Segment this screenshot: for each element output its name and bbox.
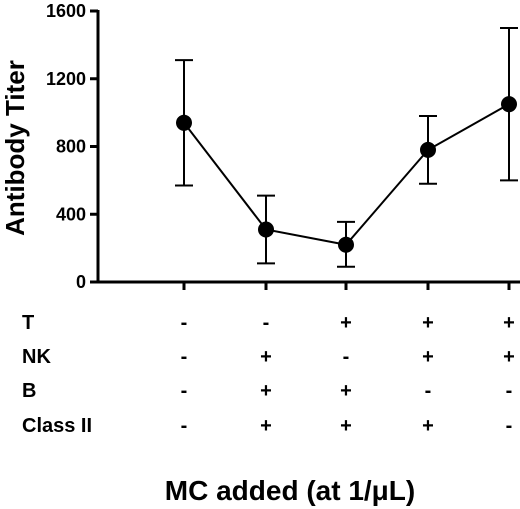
y-tick-label: 400: [56, 204, 86, 224]
condition-sign: +: [503, 346, 515, 368]
data-points: [176, 96, 517, 253]
data-point: [420, 141, 436, 158]
data-point: [338, 236, 354, 253]
condition-sign: -: [506, 415, 513, 437]
condition-sign: +: [340, 312, 352, 334]
condition-sign: +: [260, 415, 272, 437]
condition-sign: +: [340, 380, 352, 402]
condition-sign: +: [260, 346, 272, 368]
condition-sign: -: [506, 380, 513, 402]
y-axis-title: Antibody Titer: [0, 60, 30, 236]
x-axis-title: MC added (at 1/μL): [165, 475, 415, 506]
condition-table: T - - + + + NK - + - + + B - + + - - Class II - + + + -: [22, 312, 515, 437]
y-tick-label: 1600: [46, 1, 86, 21]
y-axis: 0 400 800 1200 1600: [46, 1, 100, 292]
condition-sign: -: [181, 380, 188, 402]
error-bars: [175, 26, 518, 268]
condition-sign: +: [422, 415, 434, 437]
condition-sign: -: [181, 346, 188, 368]
y-tick-label: 1200: [46, 69, 86, 89]
y-tick-label: 0: [76, 272, 86, 292]
data-point: [501, 96, 517, 113]
condition-sign: +: [422, 346, 434, 368]
data-point: [258, 221, 274, 238]
condition-row-label: Class II: [22, 415, 92, 437]
condition-sign: +: [422, 312, 434, 334]
condition-sign: +: [340, 415, 352, 437]
condition-sign: -: [425, 380, 432, 402]
condition-sign: -: [181, 312, 188, 334]
condition-row-label: T: [22, 312, 34, 334]
data-point: [176, 114, 192, 131]
condition-sign: +: [260, 380, 272, 402]
condition-sign: +: [503, 312, 515, 334]
condition-sign: -: [263, 312, 270, 334]
condition-sign: -: [181, 415, 188, 437]
condition-row-label: B: [22, 380, 36, 402]
condition-sign: -: [343, 346, 350, 368]
x-axis: [92, 280, 520, 290]
y-tick-label: 800: [56, 137, 86, 157]
condition-row-label: NK: [22, 346, 51, 368]
